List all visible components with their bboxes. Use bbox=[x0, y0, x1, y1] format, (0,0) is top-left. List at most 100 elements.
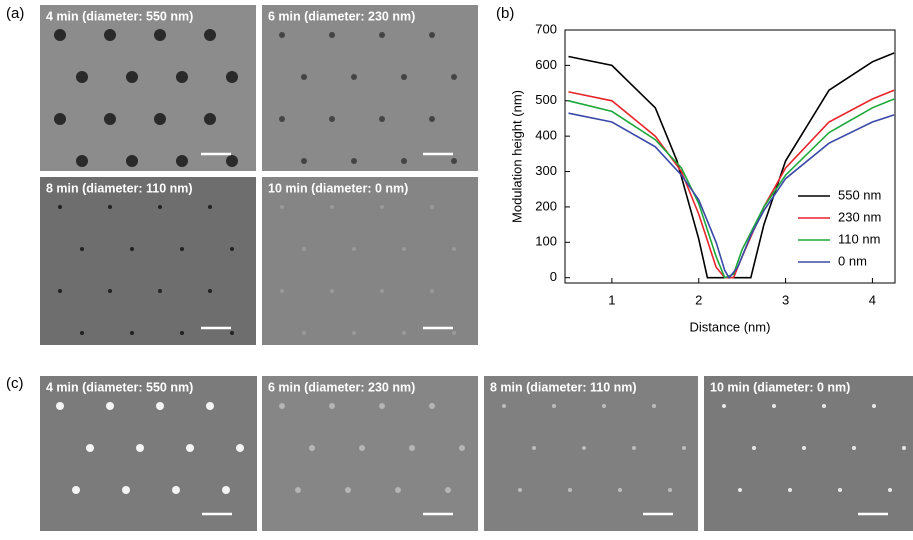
sem-feature bbox=[301, 74, 307, 80]
sem-feature bbox=[204, 29, 216, 41]
x-tick-label: 3 bbox=[782, 292, 789, 307]
data-line bbox=[568, 112, 895, 280]
sem-image bbox=[40, 5, 256, 171]
sem-image bbox=[262, 177, 478, 345]
sem-feature bbox=[429, 403, 435, 409]
legend-label: 110 nm bbox=[838, 231, 880, 246]
legend-label: 230 nm bbox=[838, 209, 881, 224]
sem-feature bbox=[56, 402, 64, 410]
sem-feature bbox=[158, 289, 162, 293]
sem-feature bbox=[302, 247, 306, 251]
y-axis-title: Modulation height (nm) bbox=[509, 90, 524, 223]
y-tick-label: 500 bbox=[535, 92, 557, 107]
y-tick-label: 700 bbox=[535, 21, 557, 36]
sem-feature bbox=[618, 488, 622, 492]
sem-feature bbox=[180, 247, 184, 251]
image-caption: 4 min (diameter: 550 nm) bbox=[46, 9, 193, 23]
sem-feature bbox=[154, 29, 166, 41]
sem-feature bbox=[429, 116, 435, 122]
sem-feature bbox=[518, 488, 522, 492]
sem-feature bbox=[279, 32, 285, 38]
sem-feature bbox=[222, 486, 230, 494]
panel-label: (b) bbox=[496, 5, 514, 22]
sem-feature bbox=[722, 404, 726, 408]
sem-feature bbox=[126, 71, 138, 83]
sem-feature bbox=[379, 32, 385, 38]
sem-image bbox=[40, 177, 256, 345]
sem-feature bbox=[176, 155, 188, 167]
sem-feature bbox=[279, 116, 285, 122]
image-caption: 6 min (diameter: 230 nm) bbox=[268, 380, 415, 394]
panel-label: (a) bbox=[6, 5, 24, 22]
sem-feature bbox=[230, 247, 234, 251]
image-caption: 10 min (diameter: 0 nm) bbox=[710, 380, 850, 394]
x-tick-label: 1 bbox=[608, 292, 615, 307]
sem-feature bbox=[602, 404, 606, 408]
sem-feature bbox=[345, 487, 351, 493]
sem-feature bbox=[226, 71, 238, 83]
sem-feature bbox=[108, 205, 112, 209]
sem-feature bbox=[838, 488, 842, 492]
sem-feature bbox=[204, 113, 216, 125]
data-line bbox=[568, 98, 895, 279]
sem-feature bbox=[330, 205, 334, 209]
y-tick-label: 300 bbox=[535, 163, 557, 178]
sem-feature bbox=[445, 487, 451, 493]
sem-image bbox=[262, 376, 478, 531]
sem-feature bbox=[532, 446, 536, 450]
sem-feature bbox=[380, 289, 384, 293]
sem-feature bbox=[352, 331, 356, 335]
sem-feature bbox=[54, 113, 66, 125]
sem-feature bbox=[872, 404, 876, 408]
sem-feature bbox=[280, 205, 284, 209]
sem-feature bbox=[380, 205, 384, 209]
sem-feature bbox=[208, 205, 212, 209]
data-line bbox=[568, 89, 895, 279]
sem-feature bbox=[459, 445, 465, 451]
sem-feature bbox=[54, 29, 66, 41]
sem-feature bbox=[76, 71, 88, 83]
sem-feature bbox=[822, 404, 826, 408]
sem-feature bbox=[76, 155, 88, 167]
sem-feature bbox=[668, 488, 672, 492]
sem-feature bbox=[208, 289, 212, 293]
x-tick-label: 4 bbox=[869, 292, 876, 307]
sem-feature bbox=[176, 71, 188, 83]
sem-feature bbox=[352, 247, 356, 251]
sem-feature bbox=[301, 158, 307, 164]
sem-image bbox=[704, 376, 913, 531]
sem-feature bbox=[226, 155, 238, 167]
sem-feature bbox=[72, 486, 80, 494]
sem-feature bbox=[888, 488, 892, 492]
sem-feature bbox=[330, 289, 334, 293]
sem-feature bbox=[295, 487, 301, 493]
sem-image bbox=[262, 5, 478, 171]
legend-label: 0 nm bbox=[838, 253, 867, 268]
sem-feature bbox=[108, 289, 112, 293]
image-caption: 6 min (diameter: 230 nm) bbox=[268, 9, 415, 23]
sem-feature bbox=[329, 403, 335, 409]
sem-feature bbox=[402, 247, 406, 251]
y-tick-label: 200 bbox=[535, 198, 557, 213]
sem-feature bbox=[379, 116, 385, 122]
x-axis-title: Distance (nm) bbox=[690, 319, 771, 334]
x-tick-label: 2 bbox=[695, 292, 702, 307]
sem-feature bbox=[80, 331, 84, 335]
sem-feature bbox=[130, 331, 134, 335]
sem-feature bbox=[552, 404, 556, 408]
sem-feature bbox=[788, 488, 792, 492]
sem-feature bbox=[402, 331, 406, 335]
sem-feature bbox=[186, 444, 194, 452]
sem-feature bbox=[401, 74, 407, 80]
sem-feature bbox=[230, 331, 234, 335]
sem-feature bbox=[752, 446, 756, 450]
sem-feature bbox=[401, 158, 407, 164]
sem-feature bbox=[351, 74, 357, 80]
sem-feature bbox=[379, 403, 385, 409]
sem-feature bbox=[130, 247, 134, 251]
sem-feature bbox=[429, 32, 435, 38]
sem-feature bbox=[632, 446, 636, 450]
sem-feature bbox=[126, 155, 138, 167]
y-tick-label: 600 bbox=[535, 57, 557, 72]
